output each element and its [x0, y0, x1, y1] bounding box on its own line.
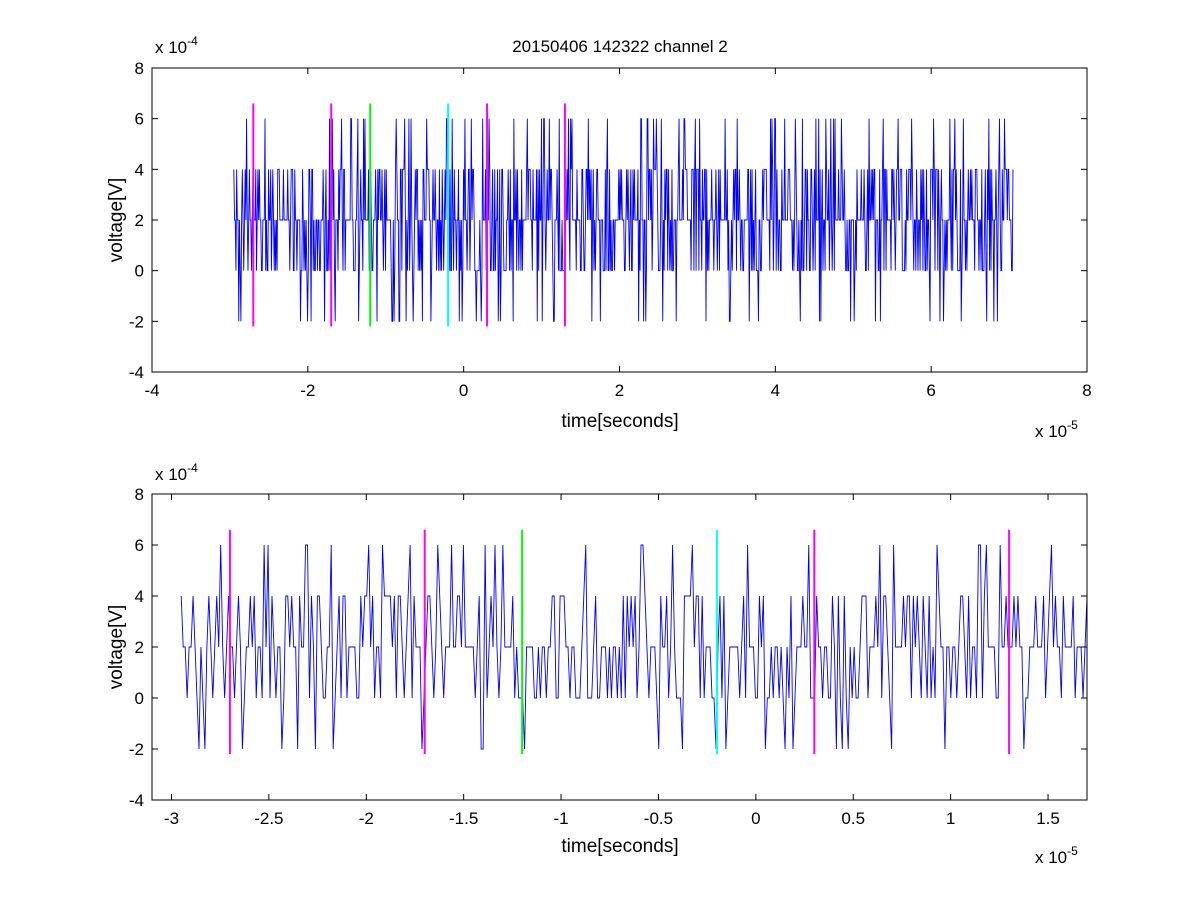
x-tick-label: -4	[144, 381, 159, 400]
x-axis-label: time[seconds]	[561, 836, 678, 857]
series-layer	[180, 544, 1088, 750]
x-axis-label: time[seconds]	[561, 411, 678, 432]
plot-bottom: -3 -2.5 -2 -1.5 -1 -0.5 0 0.5 1 1.5 -4 -2 0 2 4 6 8 time…	[106, 461, 1088, 867]
marker-layer	[228, 529, 1011, 755]
chart-title: 20150406 142322 channel 2	[512, 37, 728, 56]
x-tick-label: 0	[751, 809, 760, 828]
x-tick-label: -1.5	[449, 809, 478, 828]
y-tick-label: -2	[129, 740, 144, 759]
plot-top: 20150406 142322 channel 2 -4 -2 0 2 4 6 8 -4 -2 0…	[106, 34, 1092, 441]
y-tick-label: -4	[129, 363, 144, 382]
y-tick-label: 8	[135, 59, 144, 78]
x-exponent: x 10-5	[1035, 418, 1078, 441]
x-tick-label: 0.5	[841, 809, 865, 828]
x-tick-label: -2	[359, 809, 374, 828]
y-tick-label: 0	[135, 689, 144, 708]
y-tick-label: 2	[135, 638, 144, 657]
x-tick-label: 4	[771, 381, 780, 400]
y-tick-label: 4	[135, 160, 144, 179]
y-tick-label: -2	[129, 312, 144, 331]
y-tick-label: 2	[135, 211, 144, 230]
x-tick-label: 6	[926, 381, 935, 400]
x-tick-label: -0.5	[644, 809, 673, 828]
x-tick-label: 2	[615, 381, 624, 400]
series-line	[180, 544, 1088, 750]
x-tick-label: 1	[946, 809, 955, 828]
y-exponent: x 10-4	[155, 34, 198, 57]
series-line	[233, 118, 1014, 322]
x-tick-label: 8	[1082, 381, 1091, 400]
y-axis-label: voltage[V]	[106, 605, 127, 690]
x-tick-label: -2	[300, 381, 315, 400]
x-tick-label: -3	[164, 809, 179, 828]
y-exponent: x 10-4	[155, 461, 198, 484]
y-axis-label: voltage[V]	[106, 178, 127, 263]
y-tick-label: 6	[135, 110, 144, 129]
x-tick-label: 0	[459, 381, 468, 400]
x-tick-label: -1	[554, 809, 569, 828]
marker-layer	[252, 103, 566, 327]
x-exponent: x 10-5	[1035, 844, 1078, 867]
x-tick-label: 1.5	[1036, 809, 1060, 828]
series-layer	[233, 118, 1014, 322]
y-tick-label: 8	[135, 485, 144, 504]
tick-layer: -3 -2.5 -2 -1.5 -1 -0.5 0 0.5 1 1.5 -4 -2 0 2 4 6 8	[129, 485, 1087, 828]
y-tick-label: 6	[135, 536, 144, 555]
tick-layer: -4 -2 0 2 4 6 8 -4 -2 0 2 4 6 8	[129, 59, 1092, 400]
x-tick-label: -2.5	[254, 809, 283, 828]
y-tick-label: 4	[135, 587, 144, 606]
y-tick-label: 0	[135, 262, 144, 281]
y-tick-label: -4	[129, 791, 144, 810]
